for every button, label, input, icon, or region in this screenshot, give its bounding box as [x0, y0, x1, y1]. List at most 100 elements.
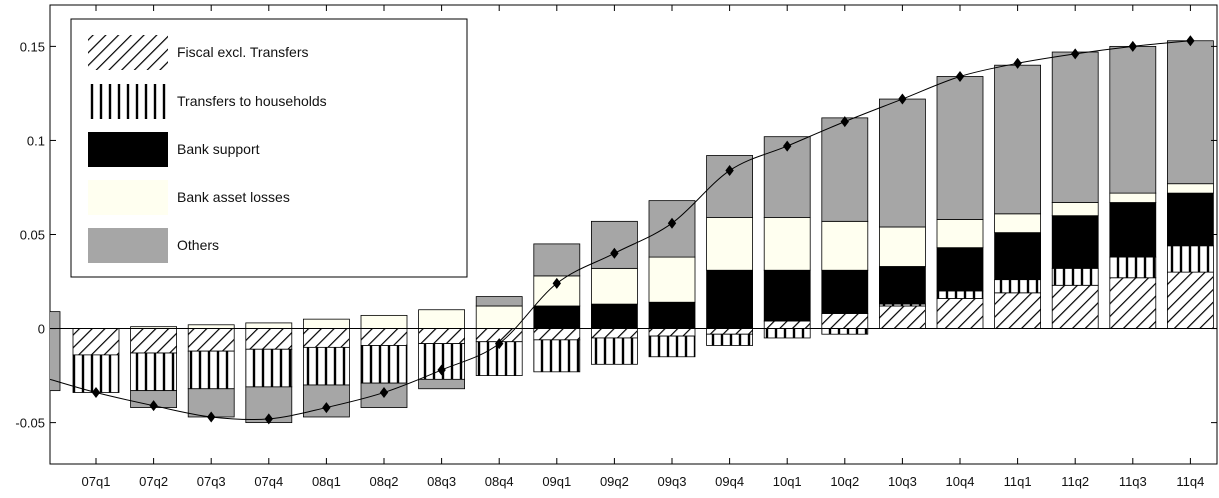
- bar-segment-10q3-s3: [879, 226, 926, 267]
- bar-segment-11q4-s2: [1167, 192, 1214, 247]
- bar-segment-11q2-s1: [1051, 267, 1099, 286]
- line-marker-08q2: [379, 387, 389, 399]
- x-tick-label: 09q2: [600, 474, 629, 489]
- line-marker-09q3: [667, 217, 677, 229]
- legend-label-bank-support: Bank support: [177, 141, 260, 157]
- x-tick-label: 11q3: [1119, 474, 1147, 489]
- line-marker-07q3: [207, 411, 216, 423]
- bar-segment-10q2-s2: [821, 269, 869, 314]
- bar-segment-11q3-s1: [1109, 256, 1157, 279]
- y-axis-tick-labels: -0.05 0 0.05 0.1 0.15: [15, 39, 45, 430]
- bar-segment-10q2-s3: [821, 220, 869, 271]
- bar-segment-10q1-s1: [763, 328, 811, 339]
- bar-segment-11q4-s4: [1167, 40, 1214, 185]
- x-tick-label: 10q4: [946, 474, 975, 489]
- bar-segment-08q4-s3: [475, 305, 523, 329]
- bar-segment-09q4-s0: [706, 328, 753, 335]
- bar-segment-08q2-s3: [360, 314, 408, 329]
- bar-segment-07q1-s1: [72, 354, 120, 393]
- bar-segment-09q2-s2: [591, 303, 638, 329]
- bar-segment-09q3-s1: [648, 335, 696, 358]
- line-marker-10q4: [955, 70, 965, 82]
- legend: Fiscal excl. Transfers Transfers to hous…: [70, 18, 468, 278]
- y-tick-label: 0.1: [27, 133, 45, 148]
- bar-segment-09q1-s2: [533, 305, 581, 329]
- bar-segment-10q1-s3: [763, 217, 811, 271]
- bar-segment-07q3-s0: [187, 328, 235, 352]
- legend-item-transfers: Transfers to households: [88, 84, 327, 119]
- bar-segment-11q3-s2: [1109, 202, 1157, 258]
- bar-segment-09q4-s4: [706, 155, 753, 218]
- line-marker-08q4: [495, 338, 504, 350]
- bar-segment-08q2-s0: [360, 328, 408, 346]
- bar-segment-08q4-s4: [475, 296, 523, 307]
- bar-segment-09q2-s4: [591, 220, 638, 269]
- line-marker-07q2: [149, 400, 158, 412]
- bars: [50, 40, 1214, 424]
- bar-segment-10q2-s1: [821, 328, 869, 335]
- bar-segment-10q4-s2: [936, 247, 984, 292]
- bar-segment-09q3-s0: [648, 328, 696, 337]
- bar-segment-11q2-s2: [1051, 215, 1099, 269]
- bar-segment-09q1-s1: [533, 339, 581, 373]
- line-marker-07q1: [91, 387, 101, 399]
- bar-segment-11q3-s0: [1109, 277, 1157, 329]
- bar-segment-10q2-s0: [821, 313, 869, 329]
- x-tick-label: 11q2: [1061, 474, 1089, 489]
- bar-segment-08q1-s0: [302, 328, 350, 348]
- axis-ticks: [50, 5, 1217, 464]
- legend-swatch-bank-asset-losses: [88, 180, 168, 215]
- x-tick-label: 08q1: [312, 474, 341, 489]
- bar-segment-08q1-s1: [302, 346, 350, 386]
- bar-segment-11q2-s4: [1051, 51, 1099, 203]
- bar-segment-07q4-s1: [245, 348, 293, 388]
- y-tick-label: -0.05: [15, 416, 45, 431]
- bar-segment-09q2-s3: [591, 267, 638, 305]
- x-tick-label: 07q3: [197, 474, 226, 489]
- legend-label-fiscal: Fiscal excl. Transfers: [177, 44, 308, 60]
- legend-label-others: Others: [177, 237, 219, 253]
- x-axis-tick-labels: 07q1 07q2 07q3 07q4 08q1 08q2 08q3 08q4 09q1 09q2…: [82, 474, 1205, 489]
- line-marker-11q2: [1071, 48, 1080, 60]
- bar-segment-10q1-s2: [763, 269, 811, 322]
- line-marker-10q2: [840, 116, 849, 128]
- line-marker-09q1: [552, 277, 561, 289]
- bar-segment-11q4-s0: [1167, 271, 1214, 329]
- line-marker-08q1: [322, 402, 331, 414]
- bar-partial-left: [50, 311, 61, 392]
- x-tick-label: 07q2: [139, 474, 168, 489]
- bar-segment-07q1-s0: [72, 328, 120, 356]
- x-tick-label: 10q1: [773, 474, 802, 489]
- bar-segment-10q3-s4: [879, 98, 926, 228]
- x-tick-label: 08q3: [427, 474, 456, 489]
- bar-segment-10q4-s0: [936, 298, 984, 329]
- bar-segment-09q4-s1: [706, 333, 753, 346]
- legend-label-bank-asset-losses: Bank asset losses: [177, 189, 290, 205]
- line-marker-09q4: [725, 165, 734, 177]
- legend-item-bank-asset-losses: Bank asset losses: [88, 180, 290, 215]
- bar-segment-07q4-s3: [245, 322, 293, 329]
- bar-segment-10q4-s1: [936, 290, 984, 299]
- bar-segment-07q3-s3: [187, 324, 235, 329]
- bar-segment-11q3-s3: [1109, 192, 1157, 203]
- x-tick-label: 08q4: [485, 474, 514, 489]
- x-tick-label: 09q3: [658, 474, 687, 489]
- bar-segment-11q2-s0: [1051, 284, 1099, 329]
- x-tick-label: 10q3: [888, 474, 917, 489]
- legend-item-others: Others: [88, 228, 219, 263]
- bar-segment-11q2-s3: [1051, 202, 1099, 217]
- x-tick-label: 08q2: [370, 474, 399, 489]
- bar-segment-10q2-s4: [821, 117, 869, 222]
- bar-segment-07q2-s0: [130, 328, 178, 354]
- legend-item-bank-support: Bank support: [88, 132, 260, 167]
- line-marker-11q1: [1013, 57, 1022, 69]
- legend-swatch-fiscal: [88, 35, 168, 70]
- line-marker-07q4: [264, 413, 273, 425]
- bar-segment-07q2-s1: [130, 352, 178, 392]
- line-marker-10q1: [783, 140, 792, 152]
- y-tick-label: 0.15: [20, 39, 45, 54]
- bar-segment-11q1-s0: [994, 292, 1041, 329]
- legend-swatch-others: [88, 228, 168, 263]
- bar-segment-10q4-s4: [936, 76, 984, 220]
